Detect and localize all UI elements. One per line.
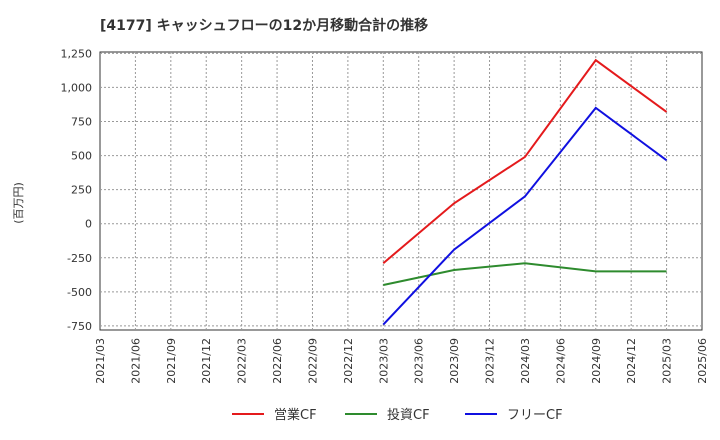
x-tick-label: 2024/12	[625, 338, 638, 384]
x-tick-label: 2025/03	[661, 338, 674, 384]
x-tick-label: 2024/09	[590, 338, 603, 384]
x-tick-label: 2022/12	[342, 338, 355, 384]
y-tick-label: -250	[67, 252, 92, 265]
x-tick-label: 2022/03	[236, 338, 249, 384]
plot-area	[99, 51, 703, 331]
x-tick-label: 2024/06	[554, 338, 567, 384]
x-tick-label: 2022/06	[271, 338, 284, 384]
legend-label: フリーCF	[507, 408, 563, 423]
legend-label: 営業CF	[274, 407, 317, 423]
x-tick-label: 2022/09	[306, 338, 319, 384]
y-tick-label: 1,250	[61, 47, 93, 60]
legend-label: 投資CF	[387, 407, 430, 423]
x-tick-label: 2023/12	[484, 338, 497, 384]
x-tick-label: 2024/03	[519, 338, 532, 384]
y-tick-label: -500	[67, 286, 92, 299]
x-tick-label: 2021/12	[200, 338, 213, 384]
gridlines	[100, 52, 702, 330]
series-lines	[382, 58, 668, 326]
y-tick-label: -750	[67, 320, 92, 333]
x-tick-label: 2025/06	[696, 338, 709, 384]
y-tick-label: 500	[71, 150, 92, 163]
chart-title: [4177] キャッシュフローの12か月移動合計の推移	[100, 17, 428, 34]
x-tick-label: 2023/03	[377, 338, 390, 384]
y-tick-label: 0	[85, 218, 92, 231]
x-tick-label: 2023/06	[413, 338, 426, 384]
y-tick-label: 1,000	[61, 81, 93, 94]
x-tick-label: 2021/06	[129, 338, 142, 384]
x-tick-label: 2021/09	[165, 338, 178, 384]
y-axis: 1,250 1,000 750 500 250 0 -250 -500 -750	[61, 47, 93, 333]
legend: 営業CF 投資CF フリーCF	[232, 407, 563, 423]
x-axis: 2021/03 2021/06 2021/09 2021/12 2022/03 2022/…	[94, 338, 709, 384]
x-tick-label: 2023/09	[448, 338, 461, 384]
y-tick-label: 250	[71, 184, 92, 197]
x-tick-label: 2021/03	[94, 338, 107, 384]
y-axis-label: (百万円)	[12, 182, 25, 224]
y-tick-label: 750	[71, 116, 92, 129]
